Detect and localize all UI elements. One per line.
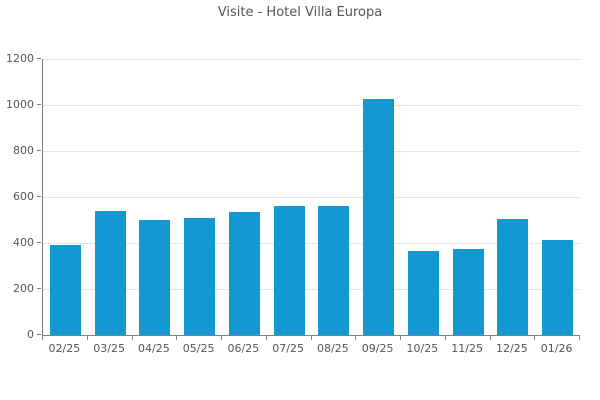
y-tick-mark	[37, 288, 41, 289]
bar-12-25	[497, 218, 529, 335]
bar-10-25	[407, 251, 439, 335]
gridline-200	[43, 289, 580, 290]
gridline-600	[43, 197, 580, 198]
bar-11-25	[452, 248, 484, 335]
x-tick-mark	[400, 336, 401, 340]
x-tick-mark	[221, 336, 222, 340]
gridline-1000	[43, 105, 580, 106]
y-tick-label-0: 0	[27, 328, 34, 341]
x-tick-mark	[444, 336, 446, 340]
bar-05-25	[184, 217, 216, 335]
gridline-400	[43, 243, 580, 244]
x-tick-mark	[131, 336, 133, 340]
plot-area	[42, 59, 580, 336]
y-tick-mark	[37, 196, 41, 197]
x-tick-label-05-25: 05/25	[182, 342, 215, 355]
x-tick-label-07-25: 07/25	[272, 342, 304, 355]
x-tick-mark	[86, 336, 88, 340]
x-tick-label-10-25: 10/25	[406, 342, 439, 355]
y-tick-label-1200: 1200	[6, 52, 34, 65]
y-tick-label-200: 200	[13, 282, 34, 295]
y-tick-mark	[37, 58, 41, 59]
x-tick-label-03-25: 03/25	[93, 342, 125, 355]
x-tick-label-09-25: 09/25	[361, 342, 394, 355]
gridline-1200	[43, 59, 580, 60]
y-tick-mark	[37, 334, 41, 335]
x-tick-mark	[310, 336, 312, 340]
bar-08-25	[318, 206, 350, 335]
x-tick-mark	[265, 336, 267, 340]
x-tick-mark	[579, 336, 580, 340]
bar-04-25	[139, 220, 171, 335]
x-tick-mark	[42, 336, 43, 340]
bar-01-26	[542, 239, 574, 335]
y-tick-label-400: 400	[13, 236, 34, 249]
x-tick-label-06-25: 06/25	[227, 342, 260, 355]
x-tick-label-01-26: 01/26	[540, 342, 573, 355]
y-tick-label-600: 600	[13, 190, 34, 203]
y-tick-label-1000: 1000	[6, 98, 34, 111]
y-tick-mark	[37, 242, 41, 243]
y-tick-label-800: 800	[13, 144, 34, 157]
x-tick-label-11-25: 11/25	[451, 342, 483, 355]
x-tick-mark	[355, 336, 357, 340]
chart-title: Visite - Hotel Villa Europa	[217, 5, 383, 20]
y-tick-mark	[37, 150, 41, 151]
bar-06-25	[228, 211, 260, 335]
gridline-800	[43, 151, 580, 152]
bar-09-25	[363, 99, 395, 335]
x-tick-label-02-25: 02/25	[48, 342, 81, 355]
x-tick-mark	[176, 336, 178, 340]
x-tick-label-04-25: 04/25	[138, 342, 170, 355]
x-tick-mark	[534, 336, 536, 340]
bar-03-25	[94, 210, 126, 335]
bar-07-25	[273, 206, 305, 335]
x-tick-mark	[489, 336, 491, 340]
bar-02-25	[49, 245, 81, 335]
y-tick-mark	[37, 104, 41, 105]
x-tick-label-12-25: 12/25	[496, 342, 528, 355]
x-tick-label-08-25: 08/25	[317, 342, 349, 355]
